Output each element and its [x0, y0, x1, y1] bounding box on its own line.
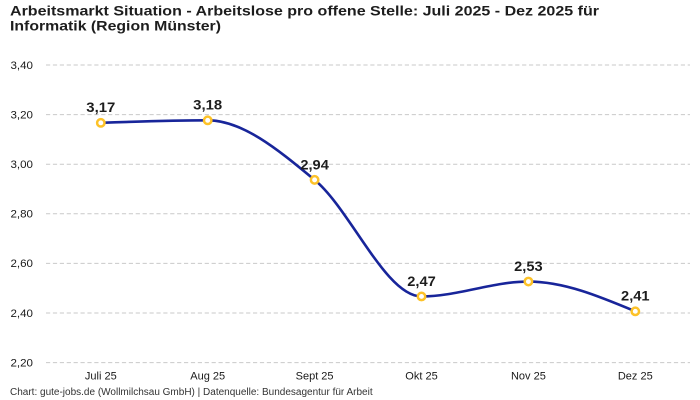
- svg-text:3,18: 3,18: [193, 98, 223, 113]
- svg-text:2,20: 2,20: [11, 357, 34, 369]
- svg-text:3,00: 3,00: [11, 159, 34, 171]
- svg-text:3,20: 3,20: [11, 109, 34, 121]
- svg-text:Informatik (Region Münster): Informatik (Region Münster): [10, 19, 221, 34]
- svg-text:2,94: 2,94: [300, 157, 329, 172]
- svg-text:Chart: gute-jobs.de (Wollmilch: Chart: gute-jobs.de (Wollmilchsau GmbH) …: [10, 387, 373, 398]
- svg-text:Juli 25: Juli 25: [85, 371, 117, 383]
- svg-text:Nov 25: Nov 25: [511, 371, 546, 383]
- svg-text:2,60: 2,60: [11, 258, 34, 270]
- svg-text:2,80: 2,80: [11, 209, 34, 221]
- svg-text:3,17: 3,17: [86, 100, 115, 115]
- svg-text:2,41: 2,41: [621, 289, 650, 304]
- svg-text:Sept 25: Sept 25: [296, 371, 334, 383]
- svg-text:3,40: 3,40: [11, 60, 34, 72]
- svg-text:Okt 25: Okt 25: [405, 371, 437, 383]
- svg-text:2,53: 2,53: [514, 259, 543, 274]
- svg-text:Arbeitsmarkt Situation - Arbei: Arbeitsmarkt Situation - Arbeitslose pro…: [10, 3, 600, 18]
- svg-text:2,40: 2,40: [11, 308, 34, 320]
- svg-text:2,47: 2,47: [407, 274, 436, 289]
- svg-text:Aug 25: Aug 25: [190, 371, 225, 383]
- svg-text:Dez 25: Dez 25: [618, 371, 653, 383]
